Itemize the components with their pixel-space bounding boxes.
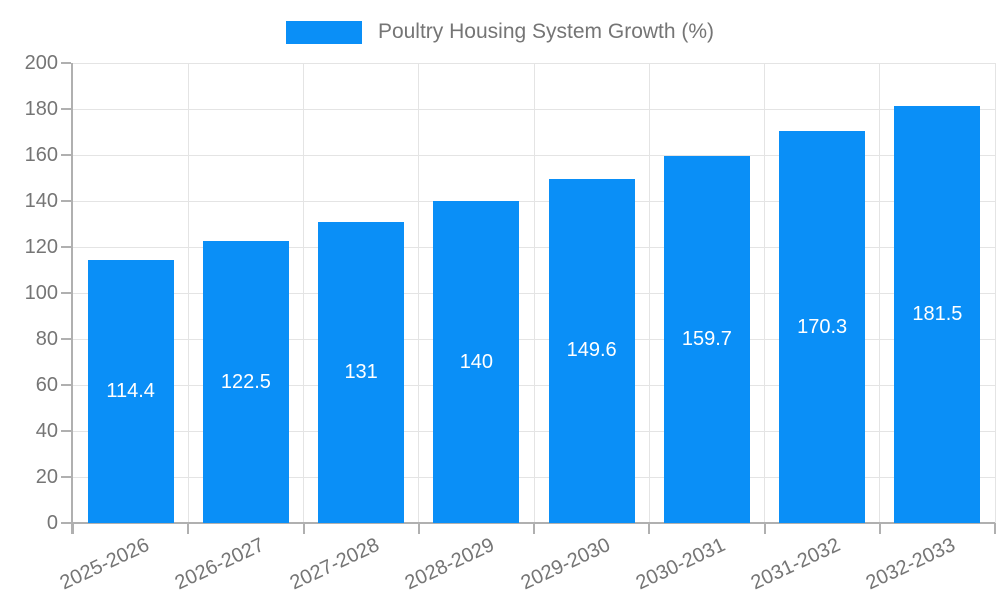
bar-value-label: 114.4 bbox=[106, 379, 155, 402]
bar-value-label: 170.3 bbox=[797, 315, 848, 338]
v-gridline bbox=[764, 63, 765, 523]
bar[interactable]: 159.7 bbox=[663, 155, 750, 523]
y-tick-label: 40 bbox=[35, 420, 58, 442]
bar[interactable]: 122.5 bbox=[202, 241, 289, 523]
y-tick bbox=[61, 246, 71, 248]
x-tick bbox=[187, 523, 190, 534]
plot-area: 0 20 40 60 80 100 120 140 160 180 200 114.4 2025-202… bbox=[25, 52, 996, 594]
x-tick bbox=[763, 523, 766, 534]
x-tick bbox=[994, 523, 996, 534]
y-tick bbox=[61, 154, 71, 156]
y-tick bbox=[61, 476, 71, 478]
y-tick-label: 80 bbox=[35, 328, 58, 350]
y-tick-label: 160 bbox=[24, 144, 58, 166]
v-gridline bbox=[648, 63, 650, 523]
x-tick bbox=[533, 523, 535, 534]
v-gridline bbox=[879, 63, 881, 523]
x-tick bbox=[417, 523, 420, 534]
y-tick-label: 200 bbox=[24, 52, 58, 74]
y-tick-label: 60 bbox=[35, 374, 58, 396]
v-gridline bbox=[303, 63, 304, 523]
bar[interactable]: 170.3 bbox=[779, 131, 866, 523]
legend-item[interactable]: Poultry Housing System Growth (%) bbox=[0, 20, 1000, 44]
y-tick-label: 100 bbox=[24, 282, 58, 304]
bar-value-label: 122.5 bbox=[220, 370, 271, 393]
x-tick bbox=[302, 523, 305, 534]
y-tick bbox=[61, 384, 71, 386]
bar[interactable]: 181.5 bbox=[894, 105, 981, 523]
bar-value-label: 131 bbox=[344, 360, 378, 383]
y-tick bbox=[61, 430, 71, 432]
bar[interactable]: 140 bbox=[433, 201, 520, 523]
y-tick-label: 0 bbox=[46, 512, 58, 534]
x-tick-label: 2025-2026 bbox=[56, 533, 153, 595]
bar-value-label: 149.6 bbox=[566, 339, 617, 362]
y-tick-label: 180 bbox=[24, 98, 58, 120]
v-gridline bbox=[994, 63, 996, 523]
bar[interactable]: 131 bbox=[318, 221, 405, 523]
y-tick-label: 140 bbox=[24, 190, 58, 212]
y-tick bbox=[61, 200, 71, 202]
x-tick bbox=[72, 523, 74, 534]
v-gridline bbox=[533, 63, 535, 523]
bar[interactable]: 114.4 bbox=[87, 259, 174, 523]
y-tick bbox=[61, 62, 71, 65]
bar[interactable]: 149.6 bbox=[548, 178, 635, 523]
x-tick bbox=[878, 523, 881, 534]
y-tick bbox=[61, 292, 71, 294]
v-gridline bbox=[418, 63, 420, 523]
bar-value-label: 159.7 bbox=[681, 327, 732, 350]
v-gridline bbox=[187, 63, 189, 523]
legend-label: Poultry Housing System Growth (%) bbox=[377, 20, 715, 43]
y-tick bbox=[61, 108, 71, 110]
bar-value-label: 140 bbox=[459, 350, 494, 373]
y-tick-label: 20 bbox=[35, 466, 58, 488]
x-tick bbox=[648, 523, 651, 534]
y-axis-line bbox=[71, 63, 73, 534]
y-tick bbox=[61, 338, 71, 340]
legend-swatch-icon bbox=[285, 20, 362, 44]
bar-value-label: 181.5 bbox=[912, 302, 963, 325]
y-tick-label: 120 bbox=[24, 236, 58, 258]
y-tick bbox=[61, 522, 71, 524]
